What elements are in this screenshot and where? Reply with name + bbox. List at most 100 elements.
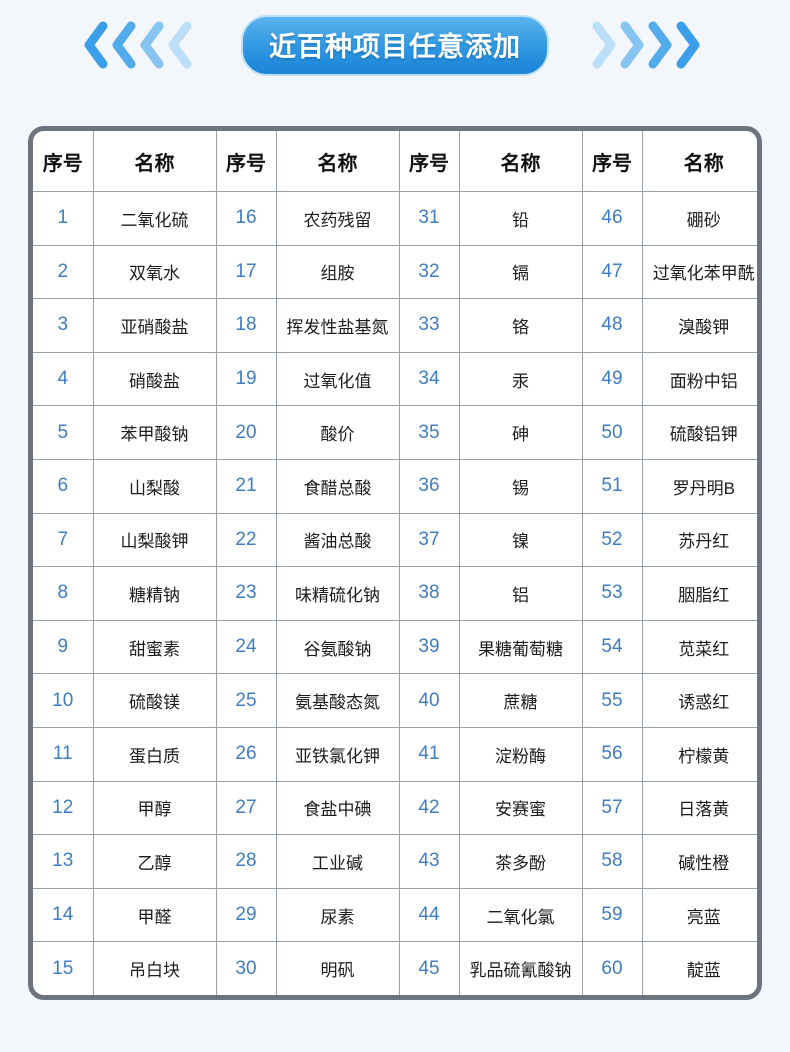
column-header-no: 序号: [581, 131, 643, 192]
item-name-cell: 挥发性盐基氮: [275, 298, 400, 353]
table-row: 1 二氧化硫 16 农药残留 31 铅 46 硼砂: [33, 191, 757, 246]
table-row: 13 乙醇 28 工业碱 43 茶多酚 58 碱性橙: [33, 834, 757, 889]
item-name-cell: 日落黄: [641, 780, 757, 836]
row-number-cell: 51: [581, 458, 643, 514]
row-number-cell: 7: [33, 512, 94, 568]
row-number-cell: 53: [581, 566, 643, 621]
item-name-cell: 面粉中铝: [641, 351, 757, 407]
row-number-cell: 20: [215, 405, 277, 460]
row-number-cell: 52: [581, 512, 643, 568]
column-header-no: 序号: [398, 131, 460, 192]
table-row: 15 吊白块 30 明矾 45 乳品硫氰酸钠 60 靛蓝: [33, 941, 757, 995]
column-header-name: 名称: [458, 131, 583, 192]
item-name-cell: 氨基酸态氮: [275, 673, 400, 728]
item-name-cell: 铬: [458, 298, 583, 353]
column-header-name: 名称: [641, 131, 757, 192]
row-number-cell: 19: [215, 351, 277, 407]
table-row: 7 山梨酸钾 22 酱油总酸 37 镍 52 苏丹红: [33, 512, 757, 568]
item-name-cell: 双氧水: [92, 244, 217, 300]
column-header-name: 名称: [92, 131, 217, 192]
item-name-cell: 工业碱: [275, 834, 400, 889]
row-number-cell: 11: [33, 726, 94, 782]
row-number-cell: 16: [215, 191, 277, 246]
chevrons-right-icon: [592, 21, 700, 69]
item-name-cell: 胭脂红: [641, 566, 757, 621]
chevron-stroke: [620, 21, 644, 69]
row-number-cell: 49: [581, 351, 643, 407]
item-name-cell: 过氧化苯甲酰: [641, 244, 757, 300]
item-name-cell: 过氧化值: [275, 351, 400, 407]
row-number-cell: 1: [33, 191, 94, 246]
row-number-cell: 59: [581, 887, 643, 943]
table-row: 10 硫酸镁 25 氨基酸态氮 40 蔗糖 55 诱惑红: [33, 673, 757, 728]
table-row: 14 甲醛 29 尿素 44 二氧化氯 59 亮蓝: [33, 887, 757, 943]
item-name-cell: 柠檬黄: [641, 726, 757, 782]
chevrons-left-icon: [84, 21, 192, 69]
column-header-name: 名称: [275, 131, 400, 192]
item-name-cell: 亚硝酸盐: [92, 298, 217, 353]
column-header-no: 序号: [33, 131, 94, 192]
item-name-cell: 谷氨酸钠: [275, 619, 400, 675]
table-row: 8 糖精钠 23 味精硫化钠 38 铝 53 胭脂红: [33, 566, 757, 621]
item-name-cell: 硝酸盐: [92, 351, 217, 407]
row-number-cell: 57: [581, 780, 643, 836]
title-badge: 近百种项目任意添加: [241, 14, 549, 76]
row-number-cell: 6: [33, 458, 94, 514]
row-number-cell: 34: [398, 351, 460, 407]
row-number-cell: 50: [581, 405, 643, 460]
row-number-cell: 12: [33, 780, 94, 836]
row-number-cell: 55: [581, 673, 643, 728]
row-number-cell: 8: [33, 566, 94, 621]
row-number-cell: 56: [581, 726, 643, 782]
chevron-stroke: [112, 21, 136, 69]
row-number-cell: 17: [215, 244, 277, 300]
item-name-cell: 硫酸铝钾: [641, 405, 757, 460]
row-number-cell: 30: [215, 941, 277, 995]
item-name-cell: 溴酸钾: [641, 298, 757, 353]
row-number-cell: 44: [398, 887, 460, 943]
chevron-stroke: [140, 21, 164, 69]
row-number-cell: 27: [215, 780, 277, 836]
item-name-cell: 食醋总酸: [275, 458, 400, 514]
table-row: 11 蛋白质 26 亚铁氯化钾 41 淀粉酶 56 柠檬黄: [33, 726, 757, 782]
item-name-cell: 山梨酸: [92, 458, 217, 514]
chevron-stroke: [648, 21, 672, 69]
table-body: 1 二氧化硫 16 农药残留 31 铅 46 硼砂 2 双氧水 17 组胺 32 镉 47 过氧化苯甲酰 3 亚硝…: [33, 191, 757, 995]
row-number-cell: 33: [398, 298, 460, 353]
row-number-cell: 21: [215, 458, 277, 514]
item-name-cell: 组胺: [275, 244, 400, 300]
item-name-cell: 酱油总酸: [275, 512, 400, 568]
row-number-cell: 5: [33, 405, 94, 460]
row-number-cell: 40: [398, 673, 460, 728]
row-number-cell: 60: [581, 941, 643, 995]
item-name-cell: 铅: [458, 191, 583, 246]
item-name-cell: 糖精钠: [92, 566, 217, 621]
item-name-cell: 甜蜜素: [92, 619, 217, 675]
row-number-cell: 24: [215, 619, 277, 675]
row-number-cell: 37: [398, 512, 460, 568]
item-name-cell: 蛋白质: [92, 726, 217, 782]
item-name-cell: 吊白块: [92, 941, 217, 995]
item-name-cell: 硼砂: [641, 191, 757, 246]
header-banner: 近百种项目任意添加: [0, 0, 790, 78]
item-name-cell: 碱性橙: [641, 834, 757, 889]
row-number-cell: 35: [398, 405, 460, 460]
row-number-cell: 58: [581, 834, 643, 889]
item-name-cell: 明矾: [275, 941, 400, 995]
item-name-cell: 酸价: [275, 405, 400, 460]
item-name-cell: 尿素: [275, 887, 400, 943]
item-name-cell: 硫酸镁: [92, 673, 217, 728]
item-name-cell: 淀粉酶: [458, 726, 583, 782]
row-number-cell: 42: [398, 780, 460, 836]
row-number-cell: 18: [215, 298, 277, 353]
row-number-cell: 22: [215, 512, 277, 568]
item-name-cell: 镉: [458, 244, 583, 300]
table-row: 4 硝酸盐 19 过氧化值 34 汞 49 面粉中铝: [33, 351, 757, 407]
row-number-cell: 41: [398, 726, 460, 782]
item-name-cell: 甲醇: [92, 780, 217, 836]
item-name-cell: 安赛蜜: [458, 780, 583, 836]
row-number-cell: 23: [215, 566, 277, 621]
row-number-cell: 38: [398, 566, 460, 621]
item-name-cell: 亚铁氯化钾: [275, 726, 400, 782]
chevron-stroke: [84, 21, 108, 69]
